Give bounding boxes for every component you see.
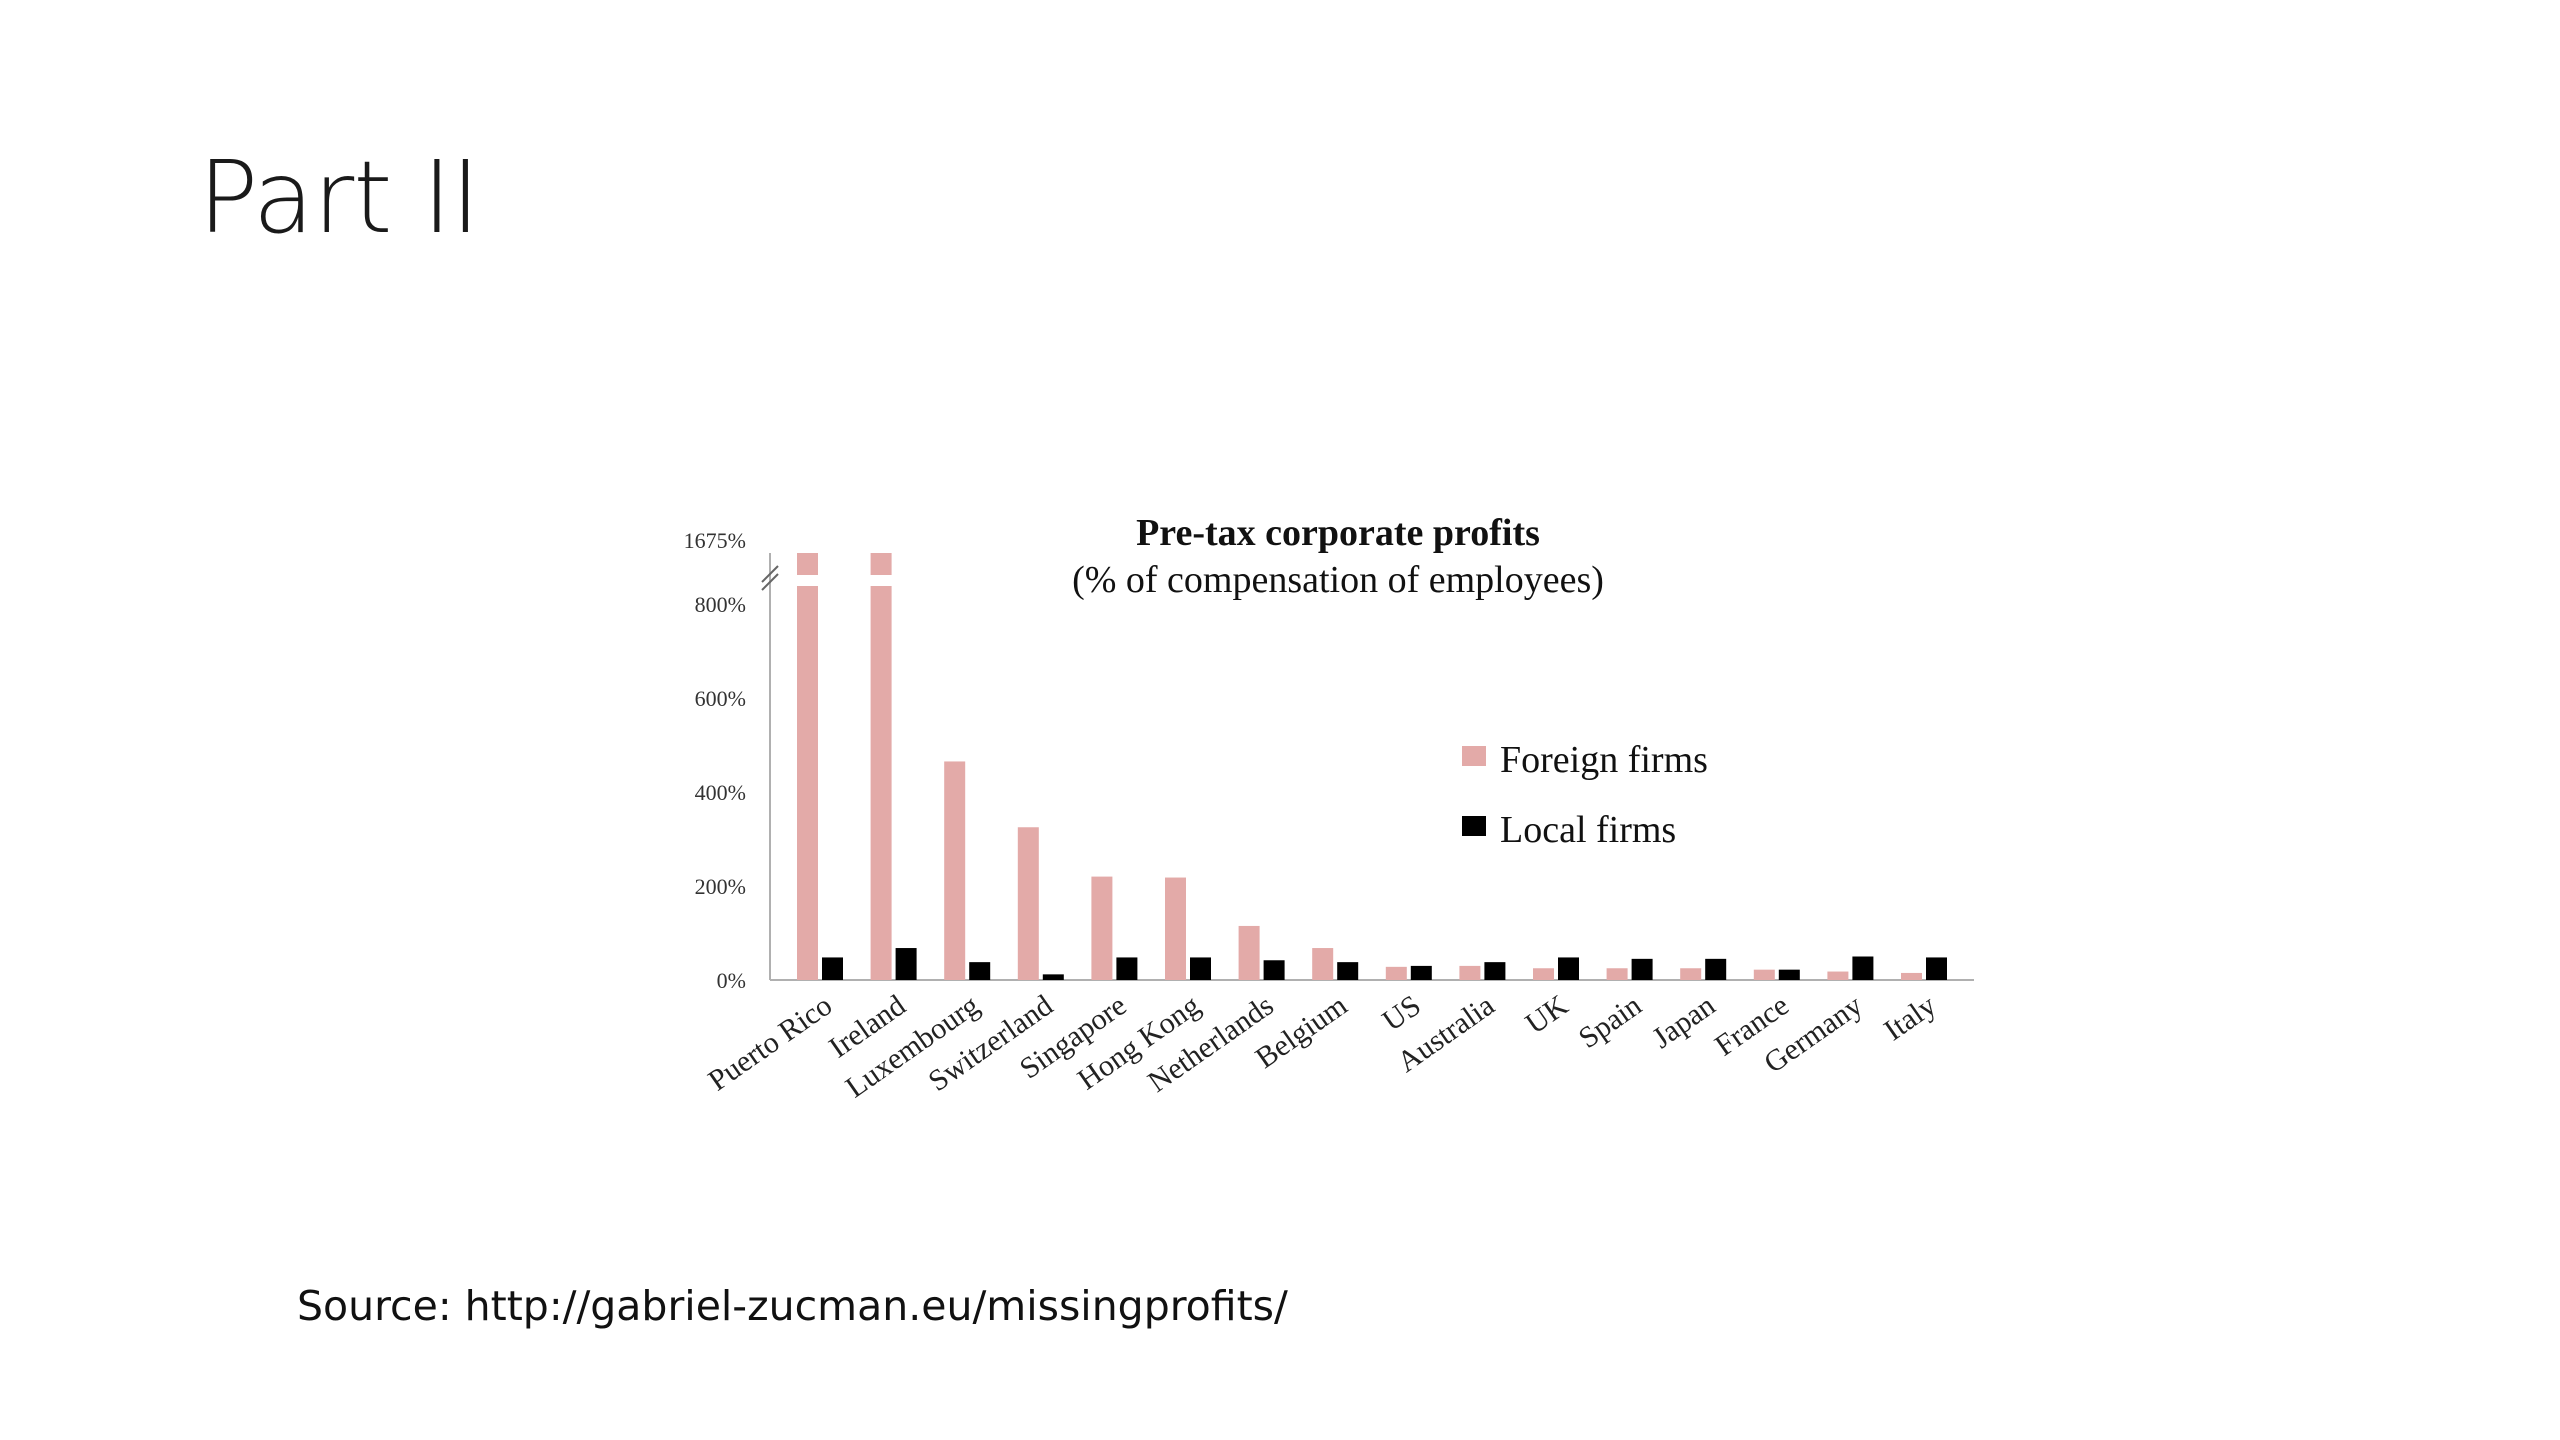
bar-foreign-firms [1385,966,1407,980]
bar-local-firms [1116,957,1138,980]
axis-break-mark [761,573,779,591]
bar-foreign-firms [944,761,966,980]
y-tick-label: 400% [695,780,746,805]
chart-subtitle: (% of compensation of employees) [1072,559,1604,601]
axis-break-mark [761,565,779,583]
y-tick-label: 600% [695,686,746,711]
y-break-label: 1675% [684,528,746,553]
y-tick-label: 800% [695,592,746,617]
bar-local-firms [1926,957,1947,980]
bar-foreign-firms [1680,968,1702,980]
x-tick-label: Japan [1646,989,1721,1055]
x-tick-label: US [1376,989,1426,1038]
bar-local-firms [1705,958,1727,980]
bar-foreign-firms-break-cap [797,553,818,575]
x-axis-labels: Puerto RicoIrelandLuxembourgSwitzerlandS… [702,989,1942,1105]
bar-foreign-firms [870,586,892,980]
bar-foreign-firms [1091,876,1113,980]
bar-foreign-firms [1238,925,1260,980]
bar-local-firms [822,957,843,980]
x-tick-label: Italy [1878,989,1942,1048]
bar-local-firms [1558,957,1579,980]
bar-local-firms [1190,957,1211,980]
bar-local-firms [895,948,917,980]
bar-local-firms [1484,962,1506,980]
chart-bars [797,553,1947,980]
bar-local-firms [1852,956,1874,980]
bar-local-firms [1337,962,1359,980]
bar-foreign-firms [1533,968,1554,980]
legend-label: Local firms [1500,809,1676,851]
legend-label: Foreign firms [1500,739,1708,781]
bar-foreign-firms [1901,972,1922,980]
bar-foreign-firms [1753,969,1775,980]
chart-legend: Foreign firms Local firms [1462,739,1708,851]
bar-foreign-firms [1606,968,1628,980]
bar-foreign-firms-break-cap [870,553,892,575]
bar-foreign-firms [1827,971,1849,980]
x-tick-label: UK [1520,989,1575,1041]
legend-swatch [1462,746,1486,766]
bar-local-firms [969,962,991,980]
bar-foreign-firms [1459,965,1481,980]
bar-foreign-firms [1165,877,1186,980]
bar-local-firms [1631,958,1653,980]
bar-local-firms [1263,960,1285,980]
x-tick-label: Puerto Rico [702,989,838,1098]
chart-title: Pre-tax corporate profits [1136,512,1540,554]
y-tick-label: 200% [695,874,746,899]
legend-swatch [1462,816,1486,836]
bar-foreign-firms [797,586,818,980]
slide-title: Part II [198,139,480,256]
bar-local-firms [1778,969,1800,980]
chart-axes: 0% 200% 400% 600% 800% 1675% [684,528,1974,993]
bar-foreign-firms [1312,948,1334,980]
x-tick-label: Spain [1573,989,1648,1055]
y-tick-label: 0% [717,968,746,993]
bar-local-firms [1042,974,1064,980]
bar-foreign-firms [1017,827,1039,980]
source-citation: Source: http://gabriel-zucman.eu/missing… [297,1282,1288,1330]
bar-local-firms [1410,965,1432,980]
